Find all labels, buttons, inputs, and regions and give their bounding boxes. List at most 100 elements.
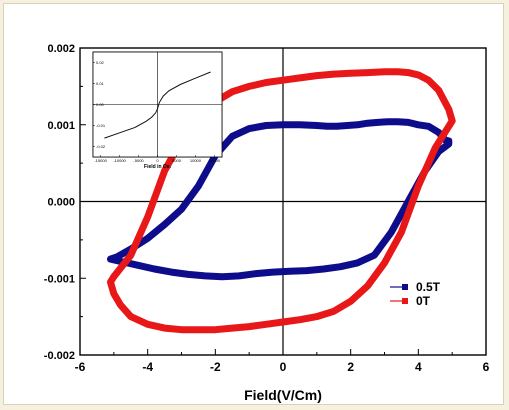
x-tick-label: 2	[347, 360, 354, 374]
data-point-0.5T	[436, 129, 442, 136]
inset-plot: -15000 -10000 -5000 0 5000 10000 15000 0.02 0.01…	[92, 51, 223, 170]
hysteresis-chart: 0.5T 0T Field(V/Cm) -6 -4 -2 0 2 4 60.0020.001…	[44, 43, 490, 403]
data-point-0.5T	[246, 125, 252, 132]
x-tick-label: -6	[75, 360, 86, 374]
y-tick-label: 0.002	[47, 43, 75, 55]
data-point-0.5T	[287, 268, 293, 274]
data-point-0T	[432, 145, 438, 151]
data-point-0.5T	[304, 267, 310, 274]
inset-y-tick-label: -0.01	[96, 123, 106, 128]
data-point-0T	[128, 252, 134, 258]
y-tick-label: 0.001	[47, 120, 75, 132]
data-point-0.5T	[178, 206, 185, 212]
data-point-0T	[107, 279, 114, 285]
legend-label-0.5T: 0.5T	[416, 280, 441, 294]
inset-x-tick-label: 15000	[209, 158, 221, 163]
data-point-0T	[246, 83, 252, 89]
data-point-0T	[364, 283, 371, 289]
series-loop-0T	[107, 68, 456, 334]
data-point-0.5T	[321, 266, 327, 272]
data-point-0.5T	[314, 122, 320, 129]
data-point-0T	[449, 118, 455, 124]
data-point-0T	[348, 70, 354, 76]
data-point-0.5T	[297, 122, 303, 128]
legend-label-0T: 0T	[416, 294, 431, 308]
x-axis-label: Field(V/Cm)	[244, 387, 322, 403]
data-point-0T	[415, 72, 421, 78]
data-point-0.5T	[145, 235, 151, 241]
data-point-0T	[436, 87, 442, 93]
data-point-0T	[111, 291, 117, 297]
x-tick-label: 6	[483, 360, 490, 374]
inset-curve	[104, 71, 211, 139]
inset-y-tick-label: 0.01	[96, 81, 105, 86]
data-point-0T	[246, 324, 252, 330]
y-tick-label: 0.000	[47, 197, 75, 209]
data-point-0.5T	[364, 120, 371, 126]
data-point-0T	[178, 327, 185, 333]
inset-x-tick-label: 10000	[190, 158, 202, 163]
y-tick-label: -0.002	[44, 350, 75, 362]
data-point-0.5T	[425, 123, 432, 129]
inset-x-label: Field in Oe.	[144, 164, 172, 170]
data-point-0.5T	[270, 269, 276, 275]
x-tick-label: 4	[415, 360, 422, 374]
data-point-0T	[145, 214, 151, 220]
data-point-0.5T	[388, 229, 394, 235]
inset-y-tick-label: 0.00	[96, 102, 105, 107]
data-point-0T	[195, 327, 202, 333]
data-point-0.5T	[229, 133, 235, 139]
x-tick-label: -2	[210, 360, 221, 374]
legend: 0.5T 0T	[390, 280, 441, 308]
inset-x-tick-label: -5000	[133, 158, 144, 163]
data-point-0T	[161, 168, 168, 174]
data-point-0T	[446, 106, 452, 112]
data-point-0.5T	[280, 122, 286, 128]
x-tick-label: -4	[142, 360, 153, 374]
data-point-0.5T	[415, 122, 421, 128]
data-point-0.5T	[354, 122, 361, 128]
data-point-0.5T	[202, 273, 208, 279]
data-point-0T	[381, 69, 388, 75]
data-point-0T	[212, 327, 218, 333]
data-point-0T	[446, 123, 452, 129]
data-point-0.5T	[114, 254, 120, 260]
data-point-0.5T	[161, 221, 168, 228]
data-point-0.5T	[395, 119, 401, 125]
inset-x-tick-label: -15000	[94, 158, 107, 163]
data-point-0T	[111, 274, 117, 280]
data-point-0T	[263, 321, 269, 327]
data-point-0T	[128, 314, 134, 320]
data-point-0T	[405, 69, 411, 76]
data-point-0T	[314, 73, 320, 79]
data-point-0.5T	[195, 183, 202, 189]
legend-marker-0T	[402, 298, 408, 304]
data-point-0T	[398, 229, 405, 235]
inset-x-tick-label: 5000	[172, 158, 182, 163]
data-point-0T	[415, 183, 421, 189]
data-point-0T	[280, 77, 286, 83]
data-point-0T	[118, 302, 124, 308]
data-point-0.5T	[185, 271, 191, 278]
data-point-0.5T	[344, 122, 350, 129]
data-point-0T	[263, 79, 269, 86]
data-point-0T	[395, 69, 401, 75]
data-point-0T	[381, 260, 388, 266]
data-point-0.5T	[354, 260, 361, 266]
data-point-0T	[314, 314, 320, 320]
data-point-0.5T	[236, 273, 242, 279]
data-point-0T	[297, 75, 303, 81]
data-point-0T	[229, 325, 235, 331]
data-point-0.5T	[337, 264, 344, 270]
data-point-0.5T	[253, 271, 259, 277]
data-point-0.5T	[334, 123, 340, 129]
inset-x-tick-label: 0	[156, 158, 159, 163]
inset-x-tick-label: -10000	[113, 158, 126, 163]
data-point-0.5T	[375, 119, 381, 126]
legend-marker-0.5T	[402, 284, 408, 290]
x-tick-label: 0	[280, 360, 287, 374]
data-point-0.5T	[405, 119, 411, 126]
data-point-0T	[331, 71, 337, 77]
data-point-0.5T	[151, 266, 158, 272]
data-point-0.5T	[168, 269, 174, 275]
